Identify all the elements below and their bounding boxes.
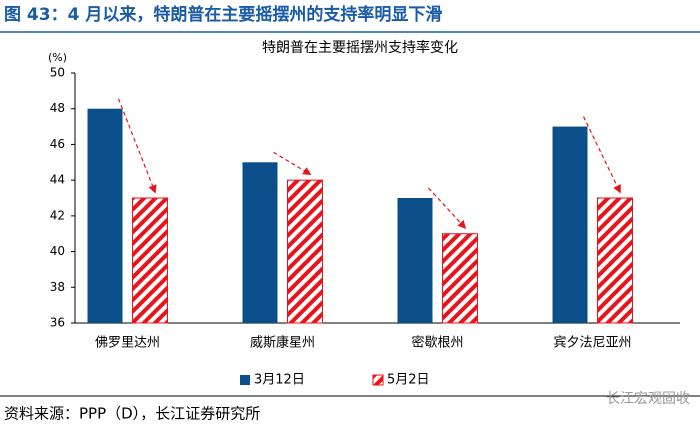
chart-title: 特朗普在主要摇摆州支持率变化 [262,39,458,56]
figure-title: 图 43：4 月以来，特朗普在主要摇摆州的支持率明显下滑 [4,4,442,25]
x-tick-label: 佛罗里达州 [95,336,160,351]
bar [287,179,323,324]
y-tick-label: 44 [50,173,65,187]
y-tick-label: 42 [50,208,65,222]
y-tick-label: 38 [50,280,65,294]
legend-swatch [240,375,250,385]
bar [442,233,478,324]
y-axis-label: (%) [48,51,67,64]
x-tick-label: 宾夕法尼亚州 [553,335,631,351]
trend-arrow [273,151,312,176]
trend-arrow [117,98,157,194]
bar [597,197,633,324]
trend-arrow [582,116,621,194]
legend-swatch [372,374,384,386]
x-tick-label: 威斯康星州 [250,335,315,351]
x-tick-label: 密歇根州 [411,335,463,351]
watermark: 长江宏观固收 [606,391,690,407]
bar [87,108,123,323]
bar [552,126,588,323]
bar [242,162,278,323]
y-tick-label: 46 [50,137,65,151]
y-tick-label: 48 [50,101,65,115]
legend-label: 5月2日 [387,373,430,388]
bar [132,197,168,324]
trend-arrow [428,187,467,229]
legend-label: 3月12日 [254,373,305,388]
y-tick-label: 40 [50,244,65,258]
source: 资料来源：PPP（D），长江证券研究所 [4,405,260,423]
y-tick-label: 36 [50,316,65,330]
y-tick-label: 50 [50,66,65,80]
bar [397,198,433,323]
